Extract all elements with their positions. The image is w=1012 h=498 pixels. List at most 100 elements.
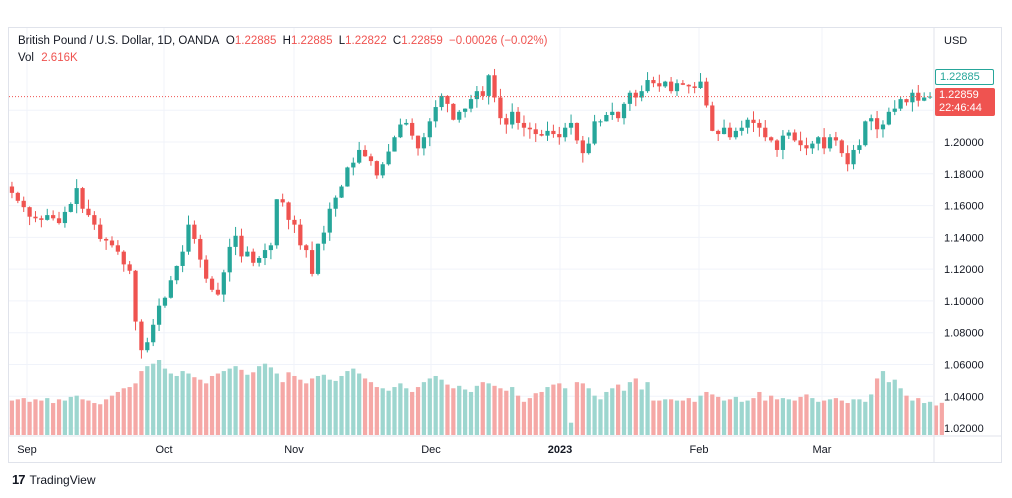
- candle-body: [680, 83, 685, 85]
- volume-bar: [339, 375, 344, 435]
- candle-body: [733, 130, 738, 138]
- candle-body: [822, 137, 827, 149]
- low-value: 1.22822: [345, 35, 387, 47]
- price-tick-label: 1.08000: [944, 328, 984, 340]
- candle-body: [886, 111, 891, 125]
- volume-bar: [568, 422, 574, 435]
- volume-bar: [692, 401, 697, 435]
- candle-body: [156, 305, 162, 325]
- candle-body: [315, 243, 321, 274]
- volume-bar: [468, 391, 474, 435]
- candle-body: [433, 107, 438, 122]
- tradingview-brand[interactable]: 17 TradingView: [12, 472, 96, 487]
- volume-label[interactable]: Vol: [18, 52, 34, 64]
- last-price-badge: 1.22885: [935, 69, 994, 85]
- volume-bar: [127, 387, 132, 435]
- candle-body: [727, 127, 733, 138]
- volume-bar: [763, 400, 768, 435]
- high-label: H: [282, 35, 291, 47]
- volume-bar: [904, 395, 909, 435]
- volume-bar: [798, 396, 803, 435]
- candle-body: [739, 127, 744, 131]
- candle-body: [774, 140, 780, 150]
- candle-body: [874, 118, 880, 130]
- candle-body: [98, 224, 103, 239]
- candle-body: [657, 83, 662, 87]
- price-tick-label: 1.04000: [944, 391, 984, 403]
- candle-body: [292, 219, 297, 225]
- candle-body: [357, 149, 362, 163]
- symbol-title[interactable]: British Pound / U.S. Dollar, 1D, OANDA: [18, 35, 219, 47]
- tradingview-logo-icon: 17: [12, 472, 26, 487]
- volume-bar: [492, 385, 497, 435]
- candle-body: [539, 134, 544, 136]
- candle-body: [851, 149, 856, 165]
- volume-bar: [739, 401, 744, 435]
- candle-body: [333, 197, 338, 209]
- volume-bar: [115, 391, 120, 435]
- candle-body: [721, 127, 727, 135]
- currency-label[interactable]: USD: [944, 35, 968, 47]
- volume-bar: [674, 400, 680, 435]
- volume-bar: [45, 398, 50, 435]
- volume-bar: [792, 400, 797, 435]
- candle-body: [439, 95, 444, 108]
- candle-body: [863, 121, 868, 146]
- candle-body: [204, 259, 209, 279]
- volume-bar: [410, 391, 415, 435]
- candle-body: [274, 199, 279, 246]
- volume-bar: [21, 398, 26, 435]
- volume-bar: [80, 399, 85, 435]
- volume-bar: [933, 405, 939, 435]
- volume-bar: [845, 403, 850, 435]
- volume-bar: [680, 400, 685, 435]
- volume-bar: [156, 360, 162, 435]
- candle-body: [233, 235, 238, 247]
- volume-bar: [769, 395, 774, 435]
- candle-body: [445, 95, 450, 104]
- candle-body: [857, 145, 862, 150]
- candle-body: [504, 118, 509, 125]
- volume-bar: [86, 400, 91, 435]
- volume-bars: [9, 360, 944, 435]
- volume-bar: [592, 395, 597, 435]
- candle-body: [545, 130, 550, 136]
- volume-bar: [351, 368, 356, 435]
- volume-bar: [321, 374, 326, 435]
- volume-bar: [192, 377, 197, 435]
- volume-bar: [9, 400, 15, 435]
- volume-bar: [257, 366, 262, 435]
- volume-bar: [398, 383, 403, 435]
- volume-bar: [286, 372, 291, 435]
- volume-bar: [639, 389, 644, 435]
- time-tick-label: 2023: [548, 444, 572, 456]
- candle-body: [127, 264, 132, 271]
- candle-body: [645, 80, 650, 92]
- volume-bar: [810, 398, 815, 435]
- candle-body: [251, 251, 256, 263]
- candle-body: [480, 91, 485, 96]
- candle-body: [304, 245, 309, 251]
- candle-body: [633, 92, 638, 98]
- volume-bar: [209, 375, 215, 435]
- candle-body: [51, 215, 56, 219]
- price-tick-label: 1.06000: [944, 359, 984, 371]
- candle-body: [922, 97, 927, 101]
- low-label: L: [338, 35, 346, 47]
- volume-bar: [56, 399, 62, 435]
- volume-bar: [633, 378, 638, 435]
- candle-body: [568, 122, 574, 128]
- candle-body: [280, 199, 285, 203]
- candle-body: [15, 192, 20, 201]
- candle-body: [368, 156, 374, 162]
- volume-bar: [751, 398, 756, 435]
- candle-body: [816, 137, 821, 144]
- candle-body: [751, 119, 756, 123]
- volume-bar: [121, 388, 126, 435]
- candle-body: [616, 111, 621, 119]
- volume-bar: [716, 396, 721, 435]
- volume-bar: [857, 399, 862, 435]
- candle-body: [763, 127, 768, 138]
- candle-body: [103, 238, 109, 241]
